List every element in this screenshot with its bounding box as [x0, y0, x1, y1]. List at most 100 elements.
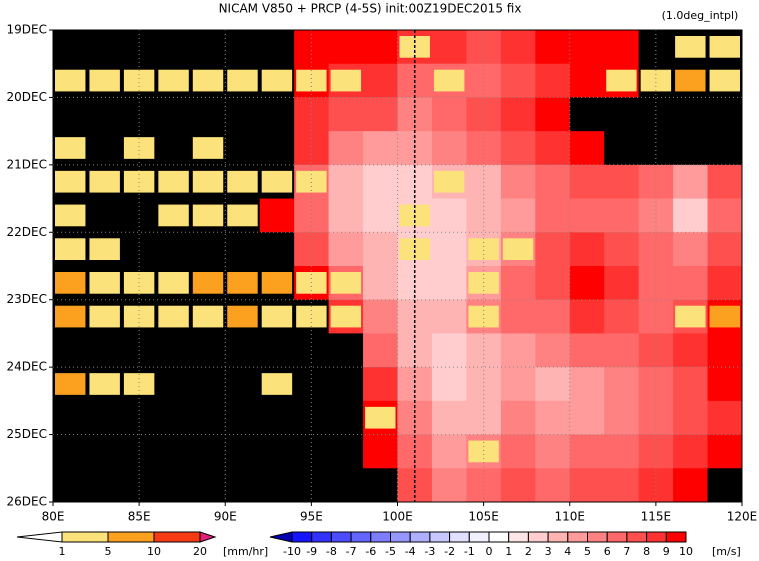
x-tick-label: 120E	[727, 510, 758, 524]
wind-cell	[638, 367, 674, 402]
wind-cell	[53, 400, 88, 436]
precip-cell	[123, 137, 155, 159]
wind-cell	[294, 468, 330, 503]
precip-cell	[640, 69, 672, 92]
wind-cell	[259, 232, 295, 267]
x-tick-label: 115E	[641, 510, 672, 524]
wind-cell	[259, 30, 295, 65]
wind-cell	[569, 232, 605, 267]
wind-cell	[604, 400, 640, 436]
wind-cell	[604, 131, 640, 166]
wind-cell	[466, 63, 502, 98]
colorbar-label: -7	[346, 545, 357, 558]
wind-cell	[294, 400, 330, 436]
wind-cell	[466, 367, 502, 402]
colorbar-label: 0	[486, 545, 493, 558]
wind-cell	[604, 232, 640, 267]
precip-cell	[606, 69, 637, 92]
wind-cell	[225, 232, 261, 267]
wind-cell	[500, 299, 536, 334]
wind-cell	[225, 400, 261, 436]
colorbar-label: -9	[306, 545, 317, 558]
precip-cell	[365, 406, 396, 429]
wind-cell	[259, 333, 295, 368]
wind-cell	[535, 97, 571, 132]
wind-cell	[53, 30, 88, 65]
colorbar-label: 20	[193, 545, 207, 558]
wind-cell	[604, 434, 640, 469]
wind-cell	[466, 164, 502, 200]
wind-cell	[466, 198, 502, 233]
wind-cell	[225, 97, 261, 132]
wind-cell	[500, 367, 536, 402]
precip-cell	[261, 69, 293, 92]
wind-cell	[190, 232, 226, 267]
colorbar-label: 4	[564, 545, 571, 558]
wind-cell	[604, 367, 640, 402]
wind-cell	[569, 131, 605, 166]
colorbar-box	[508, 531, 529, 543]
precip-cell	[158, 272, 189, 294]
wind-cell	[328, 164, 364, 200]
precip-cell	[192, 170, 224, 193]
colorbar-box	[429, 531, 451, 543]
precip-cell	[55, 272, 86, 294]
colorbar-box	[646, 531, 667, 543]
wind-cell	[500, 30, 536, 65]
wind-cell	[707, 367, 743, 402]
wind-cell	[673, 97, 709, 132]
wind-cell	[156, 30, 192, 65]
wind-cell	[156, 232, 192, 267]
wind-cell	[707, 97, 743, 132]
wind-cell	[569, 198, 605, 233]
colorbar-unit: [mm/hr]	[223, 545, 268, 558]
colorbar-label: 1	[505, 545, 512, 558]
plot-frame	[52, 29, 743, 503]
wind-cell	[569, 63, 605, 98]
wind-cell	[535, 333, 571, 368]
colorbar-arrow	[199, 531, 217, 543]
colorbar-box	[153, 531, 201, 543]
wind-cell	[431, 333, 467, 368]
wind-cell	[156, 468, 192, 503]
precip-cell	[192, 137, 224, 159]
precip-cell	[192, 305, 224, 328]
wind-cell	[604, 164, 640, 200]
wind-cell	[535, 400, 571, 436]
wind-cell	[87, 30, 123, 65]
wind-cell	[121, 434, 157, 469]
wind-cell	[190, 30, 226, 65]
wind-cell	[707, 266, 743, 301]
precip-cell	[89, 69, 120, 92]
wind-cell	[363, 232, 398, 267]
colorbar-label: 10	[147, 545, 161, 558]
colorbar-box	[330, 531, 352, 543]
y-tick-label: 22DEC	[7, 225, 47, 239]
wind-cell	[87, 468, 123, 503]
precip-cell	[89, 305, 120, 328]
x-tick-label: 105E	[468, 510, 499, 524]
wind-cell	[190, 400, 226, 436]
precip-cell	[261, 373, 293, 395]
wind-cell	[638, 198, 674, 233]
precip-cell	[330, 305, 362, 328]
wind-cell	[363, 299, 398, 334]
wind-cell	[604, 333, 640, 368]
precip-cell	[55, 69, 86, 92]
wind-cell	[328, 400, 364, 436]
wind-cell	[673, 164, 709, 200]
colorbar-label: -3	[424, 545, 435, 558]
wind-cell	[638, 468, 674, 503]
precip-cell	[227, 272, 258, 294]
y-tick-label: 24DEC	[7, 360, 47, 374]
precip-cell	[261, 272, 293, 294]
precip-cell	[55, 204, 86, 227]
wind-cell	[569, 468, 605, 503]
precip-cell	[158, 204, 189, 227]
precip-cell	[330, 69, 362, 92]
wind-cell	[673, 400, 709, 436]
wind-cell	[431, 198, 467, 233]
wind-cell	[363, 30, 398, 65]
colorbar-box	[61, 531, 109, 543]
wind-cell	[294, 198, 330, 233]
